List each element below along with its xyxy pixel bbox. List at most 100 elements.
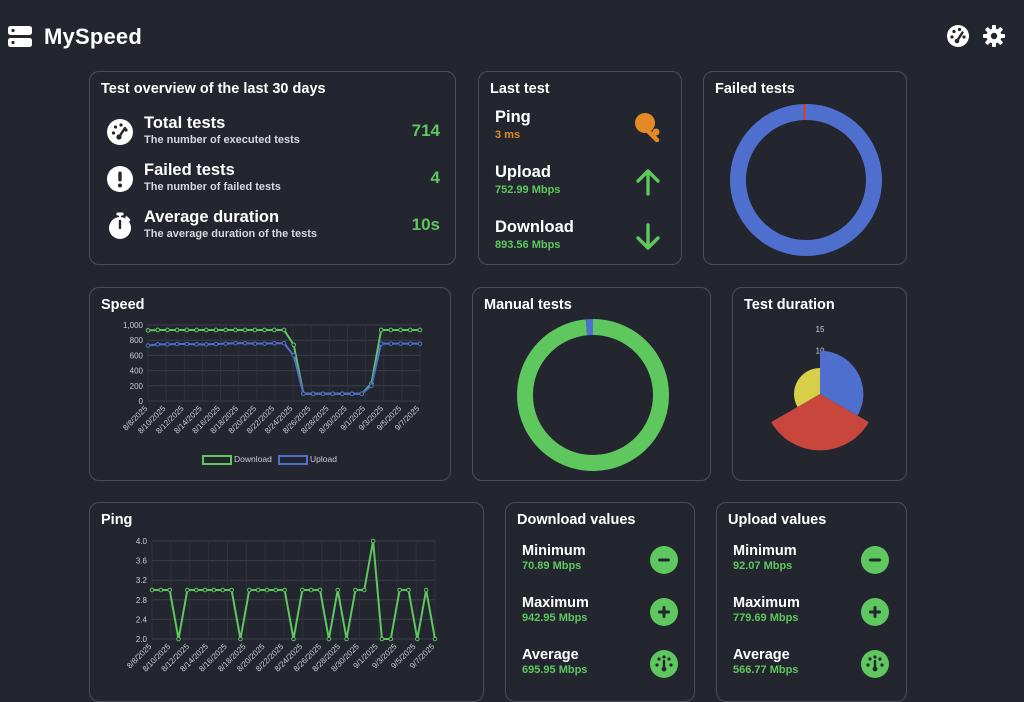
data-point[interactable] [281,340,287,346]
data-point[interactable] [291,353,297,358]
data-point[interactable] [176,636,181,642]
data-point[interactable] [417,341,423,346]
data-point[interactable] [330,391,335,397]
data-point[interactable] [398,341,403,346]
data-point[interactable] [273,587,279,593]
data-point[interactable] [203,342,209,347]
data-point[interactable] [415,636,420,642]
data-point[interactable] [165,327,170,333]
data-point[interactable] [361,587,367,593]
data-point[interactable] [155,342,161,347]
data-point[interactable] [223,327,229,333]
data-point[interactable] [335,587,341,593]
data-point[interactable] [349,391,355,397]
upload-average-value: 566.77 Mbps [733,664,799,676]
data-point[interactable] [193,587,199,593]
data-point[interactable] [271,340,277,346]
data-point[interactable] [252,327,258,333]
data-point[interactable] [242,340,248,346]
data-point[interactable] [310,391,316,397]
manual-tests-slice-0[interactable] [517,319,669,471]
data-point[interactable] [203,327,209,333]
y-tick-label: 600 [130,351,144,360]
data-point[interactable] [145,343,151,348]
data-point[interactable] [432,636,438,642]
gauge-icon[interactable] [650,650,678,678]
data-point[interactable] [149,587,155,593]
data-point[interactable] [223,341,229,346]
data-point[interactable] [407,341,413,346]
data-point[interactable] [233,340,238,346]
minus-icon[interactable] [650,546,678,574]
data-point[interactable] [202,587,208,593]
data-point[interactable] [184,341,190,347]
data-point[interactable] [211,587,217,593]
data-point[interactable] [407,327,413,333]
data-point[interactable] [145,328,151,333]
data-point[interactable] [281,327,287,333]
data-point[interactable] [213,327,219,333]
data-point[interactable] [158,587,164,593]
data-point[interactable] [194,342,199,347]
data-point[interactable] [167,587,172,593]
data-point[interactable] [379,636,385,642]
data-point[interactable] [406,587,411,593]
data-point[interactable] [378,341,384,346]
minus-icon[interactable] [861,546,889,574]
data-point[interactable] [264,587,270,593]
data-point[interactable] [317,587,323,593]
data-point[interactable] [370,538,376,544]
data-point[interactable] [282,587,287,593]
data-point[interactable] [246,587,252,593]
duration-segment-0[interactable] [820,350,864,416]
plus-icon[interactable] [650,598,678,626]
data-point[interactable] [359,391,365,397]
data-point[interactable] [174,341,180,347]
data-point[interactable] [353,587,358,593]
data-point[interactable] [262,327,267,333]
data-point[interactable] [339,391,345,397]
data-point[interactable] [220,587,226,593]
failed-tests-slice-1[interactable] [803,104,806,121]
speedometer-icon[interactable] [946,24,970,48]
data-point[interactable] [308,587,314,593]
data-point[interactable] [378,327,384,333]
data-point[interactable] [291,636,296,642]
data-point[interactable] [388,327,394,333]
data-point[interactable] [184,327,190,333]
data-point[interactable] [155,327,161,333]
data-point[interactable] [300,587,305,593]
data-point[interactable] [238,636,243,642]
data-point[interactable] [369,383,374,389]
data-point[interactable] [194,327,199,333]
data-point[interactable] [388,636,394,642]
data-point[interactable] [262,341,267,346]
plus-icon[interactable] [861,598,889,626]
gear-icon[interactable] [982,24,1006,48]
data-point[interactable] [242,327,248,333]
data-point[interactable] [326,636,332,642]
data-point[interactable] [417,327,423,333]
data-point[interactable] [344,636,349,642]
data-point[interactable] [255,587,261,593]
failed-tests-slice-0[interactable] [730,104,882,256]
data-point[interactable] [229,587,234,593]
duration-segment-1[interactable] [771,394,869,451]
data-point[interactable] [233,327,238,333]
data-point[interactable] [252,341,258,346]
data-point[interactable] [397,587,402,593]
data-point[interactable] [388,341,394,346]
data-point[interactable] [165,342,170,347]
data-point[interactable] [320,391,326,397]
data-point[interactable] [271,327,277,333]
data-point[interactable] [213,341,219,347]
data-point[interactable] [291,342,297,348]
data-point[interactable] [423,587,429,593]
manual-tests-slice-1[interactable] [585,319,593,336]
data-point[interactable] [398,327,403,333]
gauge-icon[interactable] [861,650,889,678]
duration-segment-2[interactable] [794,368,820,407]
data-point[interactable] [301,391,306,397]
data-point[interactable] [185,587,190,593]
data-point[interactable] [174,327,180,333]
